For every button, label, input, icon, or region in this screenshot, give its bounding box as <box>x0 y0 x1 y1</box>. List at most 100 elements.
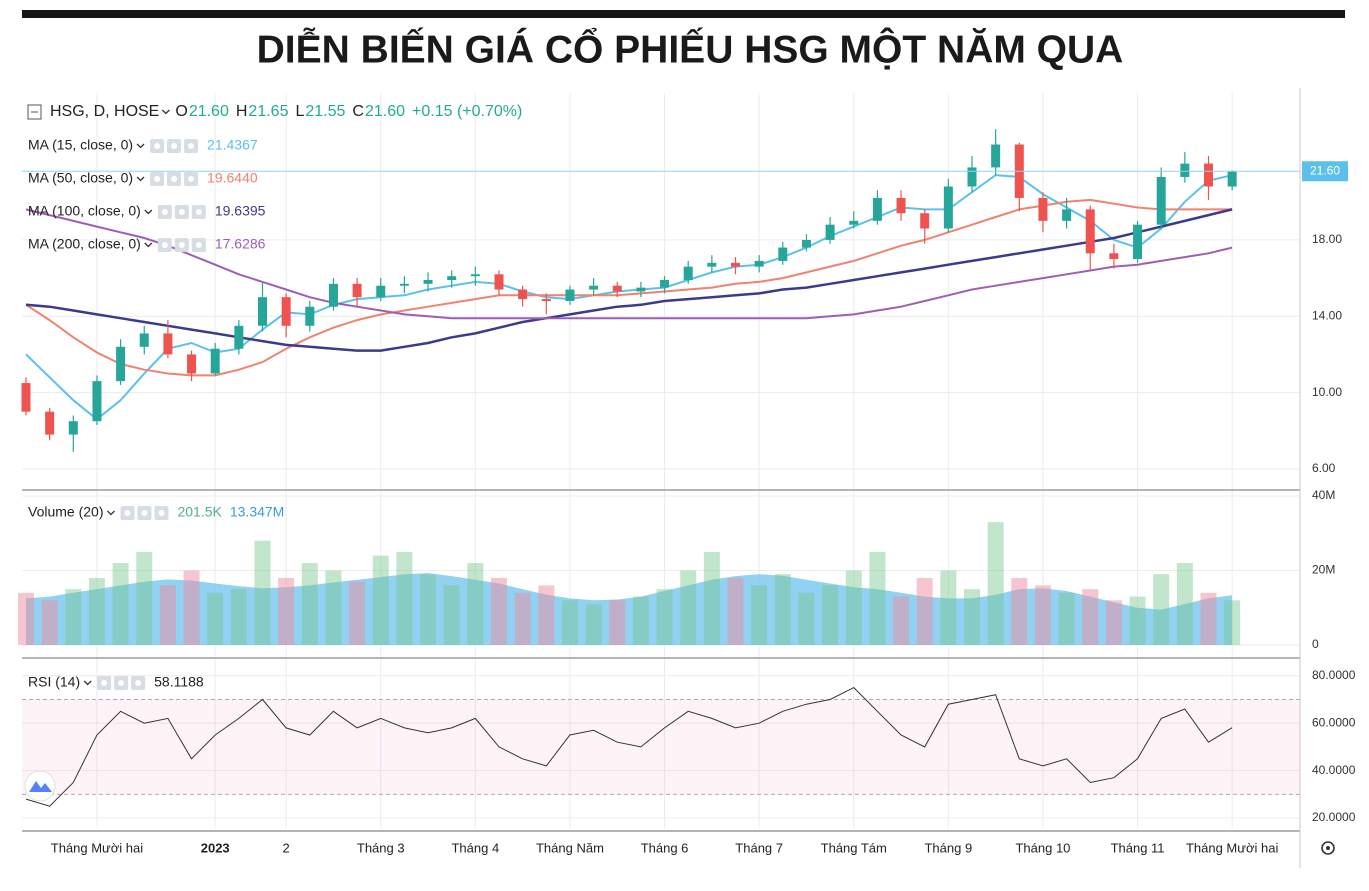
moving-average-line <box>25 208 1233 320</box>
volume-bar <box>349 581 366 645</box>
legend-value: 17.6286 <box>215 236 266 252</box>
volume-bar <box>1176 563 1193 645</box>
top-bar <box>22 10 1345 18</box>
candle-body <box>778 247 788 261</box>
y-tick-label: 0 <box>1312 637 1319 651</box>
y-tick-label: 80.0000 <box>1312 668 1356 682</box>
candle-body <box>636 287 646 292</box>
volume-bar <box>632 596 649 645</box>
volume-bar <box>1011 577 1028 645</box>
volume-bar <box>822 585 839 645</box>
volume-bar <box>987 522 1004 645</box>
symbol: HSG, D, HOSE <box>50 103 159 120</box>
candle-body <box>187 354 197 374</box>
x-tick-label: Tháng Mười hai <box>51 840 143 855</box>
candle-body <box>376 285 386 298</box>
control-icon <box>158 510 165 516</box>
candle-body <box>589 285 599 290</box>
rsi-band <box>22 699 1300 795</box>
volume-bar <box>964 589 980 645</box>
dropdown-icon <box>83 680 92 686</box>
legend-name: MA (15, close, 0) <box>28 137 133 153</box>
volume-bar <box>396 551 413 645</box>
control-icon <box>161 209 168 215</box>
control-icon <box>178 242 185 248</box>
dropdown-icon <box>107 510 115 516</box>
volume-bar <box>112 563 129 645</box>
volume-bar <box>1129 596 1146 645</box>
ohlc-label: C <box>352 103 364 120</box>
control-icon <box>135 680 142 686</box>
y-tick-label: 6.00 <box>1312 461 1336 475</box>
candle-body <box>423 280 433 284</box>
moving-average-line <box>25 174 1233 421</box>
candle-body <box>163 333 173 355</box>
candle-body <box>68 421 78 435</box>
control-icon <box>118 680 125 686</box>
candle-body <box>896 197 906 214</box>
candle-body <box>139 333 149 347</box>
volume-bar <box>1082 589 1099 645</box>
control-icon <box>195 209 202 215</box>
legend-value: 201.5K <box>177 504 222 520</box>
x-tick-label: Tháng Năm <box>536 840 604 855</box>
legend-value: 19.6440 <box>207 170 258 186</box>
x-tick-label: Tháng 9 <box>924 840 972 855</box>
legend-name: RSI (14) <box>28 674 80 690</box>
candle-body <box>801 239 811 248</box>
candle-body <box>45 411 55 435</box>
candle-body <box>494 274 504 290</box>
layers: Tháng Mười hai 2023 2 Tháng 3 Tháng 4 Tháng N… <box>18 93 1356 855</box>
ohlc-value: 21.65 <box>248 103 288 120</box>
candle-body <box>943 186 953 229</box>
legend-name: MA (200, close, 0) <box>28 236 141 252</box>
legend-value: 21.4367 <box>207 137 258 153</box>
candle-body <box>234 325 244 349</box>
control-icon <box>154 143 161 149</box>
price-label: 21.60 <box>1310 163 1340 177</box>
volume-bar <box>1224 600 1241 645</box>
candle-body <box>305 306 315 326</box>
volume-bar <box>940 570 957 645</box>
x-tick-label: Tháng 6 <box>641 840 689 855</box>
volume-bar <box>491 577 507 645</box>
candle-body <box>399 283 409 286</box>
y-tick-label: 18.00 <box>1312 232 1342 246</box>
candle-body <box>872 197 882 221</box>
control-icon <box>178 209 185 215</box>
volume-bar <box>325 570 342 645</box>
control-icon <box>154 176 161 182</box>
candle-body <box>92 381 102 422</box>
volume-bar <box>372 555 389 645</box>
ohlc-label: H <box>236 103 248 120</box>
volume-bar <box>798 592 815 645</box>
volume-bar <box>183 570 200 645</box>
dropdown-icon <box>136 143 145 149</box>
volume-bar <box>1034 585 1051 645</box>
volume-bar <box>278 577 295 645</box>
rsi-line <box>25 686 1233 807</box>
candle-body <box>1062 209 1072 221</box>
candle-body <box>707 262 717 267</box>
candle-body <box>1227 171 1237 187</box>
x-tick-label: Tháng Tám <box>821 840 887 855</box>
settings-icon[interactable] <box>1321 841 1335 855</box>
legend-name: MA (50, close, 0) <box>28 170 133 186</box>
candle-body <box>849 220 859 225</box>
candle-body <box>731 262 740 267</box>
volume-bar <box>443 585 460 645</box>
candle-body <box>754 260 764 267</box>
volume-bar <box>254 540 271 645</box>
control-icon <box>124 510 131 516</box>
volume-bar <box>656 589 673 645</box>
y-tick-label: 60.0000 <box>1312 715 1356 729</box>
control-icon <box>171 176 178 182</box>
volume-bar <box>420 574 437 645</box>
dropdown-icon <box>144 209 153 215</box>
candle-body <box>967 167 977 187</box>
candle-body <box>21 383 31 412</box>
control-icon <box>101 680 108 686</box>
ohlc-label: L <box>295 103 304 120</box>
moving-average-line <box>25 208 1233 352</box>
candle-body <box>920 213 930 229</box>
